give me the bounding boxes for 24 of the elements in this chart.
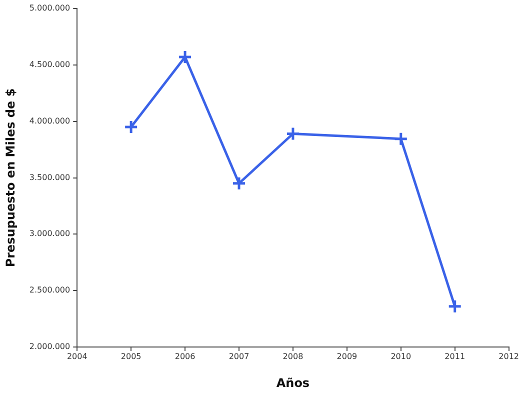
x-tick-label: 2004 (66, 352, 88, 361)
y-tick-label: 3.000.000 (29, 229, 70, 238)
x-tick-label: 2010 (390, 352, 412, 361)
x-tick-label: 2005 (120, 352, 142, 361)
y-axis-title: Presupuesto en Miles de $ (3, 88, 18, 268)
x-axis-title: Años (276, 376, 310, 390)
point (178, 50, 192, 64)
point (448, 299, 462, 314)
x-tick-label: 2011 (444, 352, 466, 361)
point (124, 120, 138, 134)
y-tick-label: 5.000.000 (29, 4, 70, 13)
y-tick-label: 2.000.000 (29, 342, 70, 352)
x-tick-label: 2009 (336, 352, 358, 361)
x-tick-label: 2008 (282, 352, 304, 361)
y-tick-label: 4.500.000 (29, 60, 70, 69)
y-tick-label: 4.000.000 (29, 116, 70, 126)
point (394, 132, 408, 146)
point (286, 126, 300, 141)
y-tick-label: 2.500.000 (29, 286, 70, 295)
x-tick-label: 2012 (498, 352, 519, 361)
x-tick-label: 2006 (174, 352, 196, 361)
x-tick-label: 2007 (228, 352, 250, 361)
y-tick-label: 3.500.000 (29, 172, 70, 182)
point (232, 176, 246, 191)
